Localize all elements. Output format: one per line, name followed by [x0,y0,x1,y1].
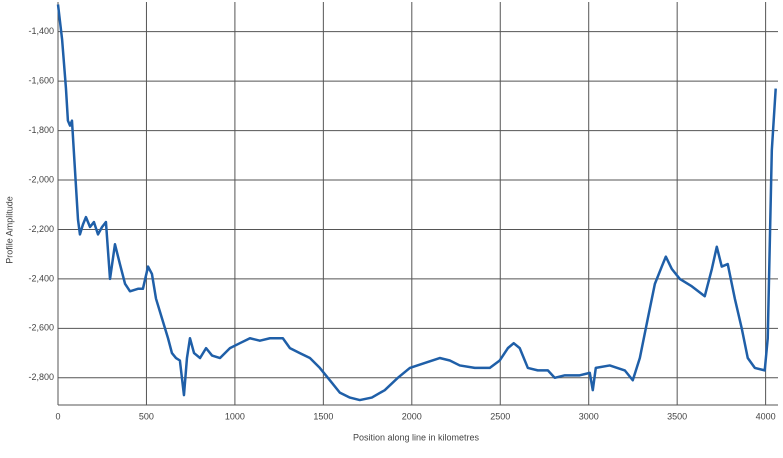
y-tick-label: -1,600 [28,75,54,85]
data-line [56,4,777,402]
x-tick-label: 1500 [313,411,333,421]
x-tick-label: 1000 [225,411,245,421]
x-tick-label: 2500 [490,411,510,421]
x-tick-label: 4000 [756,411,776,421]
y-axis-title: Profile Amplitude [4,196,14,264]
y-tick-label: -2,000 [28,174,54,184]
x-tick-label: 3000 [579,411,599,421]
x-axis-title: Position along line in kilometres [353,432,480,442]
y-tick-label: -1,800 [28,125,54,135]
x-tick-label: 500 [139,411,154,421]
x-tick-label: 0 [55,411,60,421]
x-tick-label: 2000 [402,411,422,421]
y-tick-label: -2,200 [28,224,54,234]
y-tick-label: -2,400 [28,273,54,283]
x-tick-label: 3500 [667,411,687,421]
y-tick-label: -2,600 [28,323,54,333]
y-tick-label: -1,400 [28,26,54,36]
y-tick-label: -2,800 [28,372,54,382]
